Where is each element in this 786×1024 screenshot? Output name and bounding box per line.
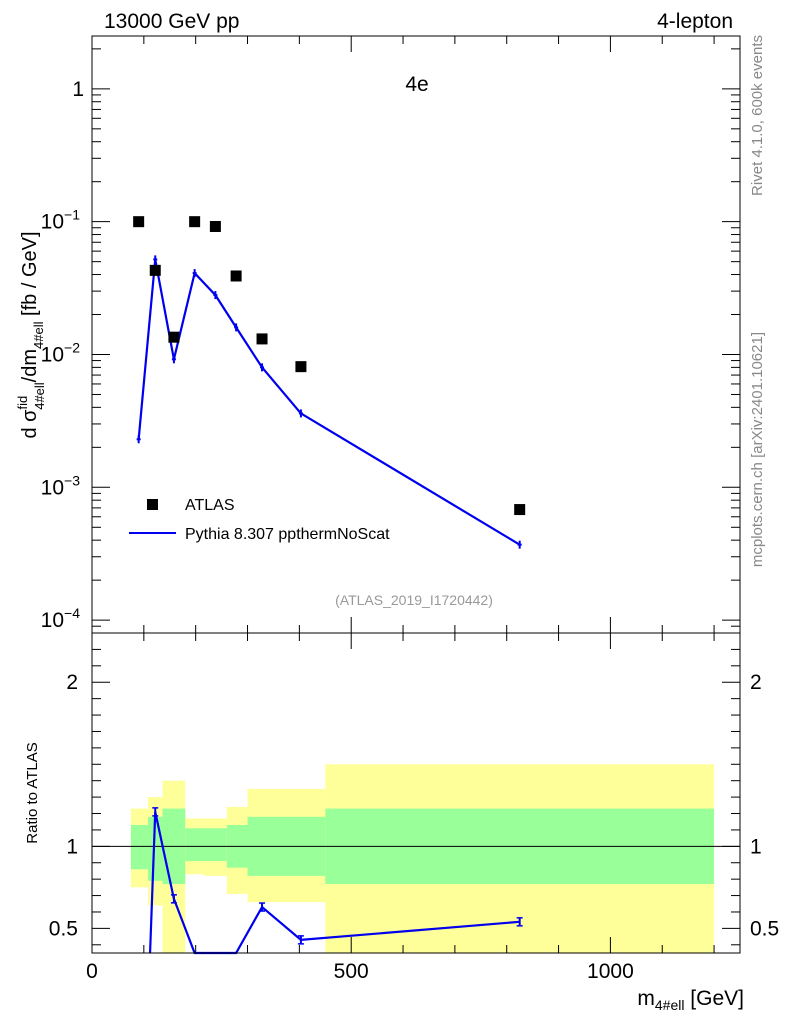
- main-y-tick-label: 1: [72, 78, 84, 101]
- x-axis-label: m4#ell [GeV]: [637, 987, 744, 1013]
- legend-data-marker: [147, 499, 158, 510]
- ratio-ylabel: Ratio to ATLAS: [24, 742, 41, 843]
- data-point: [256, 333, 268, 345]
- main-y-tick-labels: 10−4 10−3 10−2 10−1 1: [41, 78, 84, 632]
- ratio-band-inner: [130, 825, 148, 870]
- x-tick-label: 1000: [587, 960, 634, 983]
- x-tick-label: 500: [334, 960, 369, 983]
- ratio-y-tick-label-right: 0.5: [750, 917, 779, 940]
- data-point: [295, 361, 307, 373]
- ratio-y-tick-label-right: 2: [750, 671, 762, 694]
- main-ylabel: d σfid 4#ell/dm4#ell [fb / GeV]: [15, 231, 47, 438]
- main-mc-series: [136, 255, 522, 549]
- data-point: [149, 264, 161, 276]
- header-left: 13000 GeV pp: [104, 10, 239, 33]
- legend-mc-label: Pythia 8.307 ppthermNoScat: [185, 526, 390, 543]
- legend-data-label: ATLAS: [185, 497, 235, 514]
- data-point: [189, 216, 201, 228]
- panel-label: 4e: [405, 73, 428, 96]
- data-point: [230, 270, 242, 282]
- ratio-frame: [91, 632, 741, 954]
- ratio-uncertainty-bands: [130, 764, 715, 953]
- analysis-id: (ATLAS_2019_I1720442): [335, 592, 493, 608]
- ratio-y-tick-label-right: 1: [750, 835, 762, 858]
- ratio-panel: 0.5 0.5 1 1 2 2 Ratio to ATLAS: [24, 632, 779, 955]
- data-point: [168, 331, 180, 343]
- main-y-tick-label: 10−4: [41, 605, 81, 632]
- ratio-axis-ticks: [91, 632, 740, 953]
- header-right: 4-lepton: [657, 10, 733, 33]
- ratio-y-tick-label-left: 1: [66, 835, 78, 858]
- data-point: [133, 216, 145, 228]
- main-panel: 10−4 10−3 10−2 10−1 1 4e (ATLAS_2019_I172044…: [15, 35, 741, 634]
- side-note-top: Rivet 4.1.0, 600k events: [749, 35, 766, 196]
- ratio-y-tick-label-left: 2: [66, 671, 78, 694]
- data-point: [209, 220, 221, 232]
- ratio-band-inner: [203, 828, 227, 862]
- x-tick-label: 0: [86, 960, 98, 983]
- main-y-tick-label: 10−3: [41, 472, 81, 499]
- ratio-tick-labels: 0.5 0.5 1 1 2 2: [49, 671, 779, 940]
- legend: ATLAS Pythia 8.307 ppthermNoScat: [129, 497, 390, 543]
- main-frame: [91, 35, 741, 634]
- side-note-bottom: mcplots.cern.ch [arXiv:2401.10621]: [749, 332, 766, 567]
- data-point: [514, 504, 526, 516]
- main-data-series: [133, 216, 526, 516]
- x-tick-labels: 0 500 1000: [86, 960, 634, 983]
- ratio-band-inner: [185, 828, 204, 862]
- main-y-tick-label: 10−1: [41, 207, 81, 234]
- main-axis-ticks: [91, 36, 740, 634]
- main-y-tick-label: 10−2: [41, 339, 81, 366]
- ratio-y-tick-label-left: 0.5: [49, 917, 78, 940]
